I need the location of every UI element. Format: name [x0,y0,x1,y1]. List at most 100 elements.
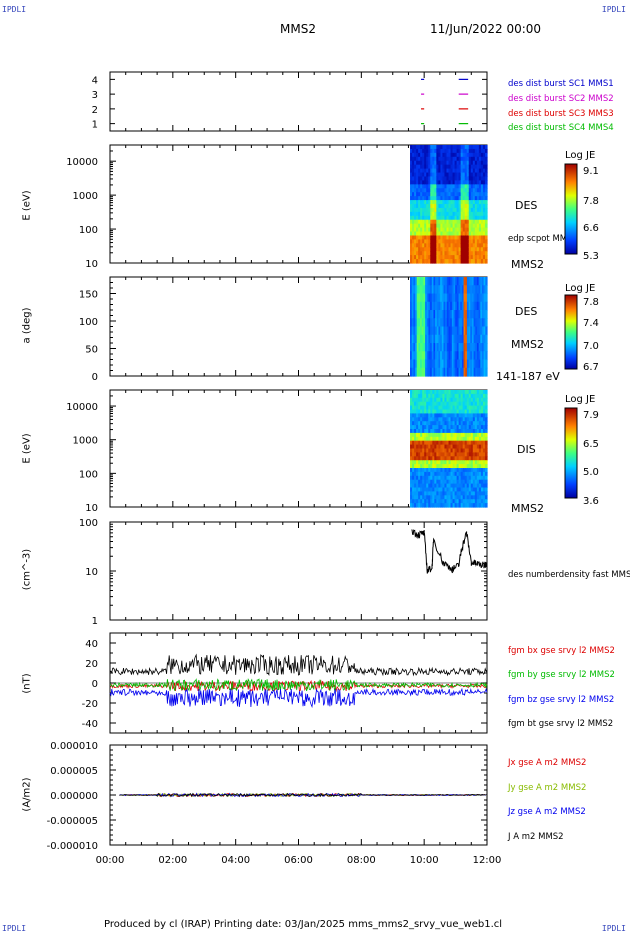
spectrogram-cell [434,448,437,453]
pitch-angle-cell [421,367,425,377]
spectrogram-cell [468,390,472,395]
spectrogram-cell [434,200,437,205]
spectrogram-cell [460,468,464,473]
pitch-angle-cell [445,343,448,352]
spectrogram-cell [456,148,460,154]
spectrogram-cell [418,456,421,461]
spectrogram-cell [432,483,435,489]
spectrogram-cell [434,413,437,418]
spectrogram-cell [456,479,460,485]
spectrogram-cell [424,164,427,170]
spectrogram-cell [448,164,452,170]
spectrogram-cell [478,503,482,508]
pitch-angle-cell [470,277,473,286]
spectrogram-cell [428,440,431,446]
spectrogram-cell [450,247,454,252]
spectrogram-cell [444,436,448,442]
spectrogram-cell [444,421,448,426]
spectrogram-cell [442,235,446,240]
spectrogram-cell [426,227,429,233]
spectrogram-cell [440,200,444,205]
spectrogram-cell [478,152,482,158]
pitch-angle-cell [433,334,436,344]
colorbar1-title: Log JE [565,150,596,161]
spectrogram-cell [422,152,425,158]
spectrogram-cell [458,413,462,418]
spectrogram-cell [472,184,476,189]
colorbar [564,294,578,370]
spectrogram-cell [470,160,474,166]
spectrogram-cell [468,192,472,197]
spectrogram-cell [426,471,429,477]
spectrogram-cell [484,152,488,158]
spectrogram-cell [430,448,433,453]
spectrogram-cell [482,417,486,422]
spectrogram-cell [448,487,452,492]
spectrogram-cell [422,235,425,240]
spectrogram-cell [424,448,427,453]
spectrogram-cell [480,487,484,492]
pitch-angle-cell [461,277,465,286]
pitch-angle-cell [465,277,468,286]
spectrogram-cell [482,413,486,418]
spectrogram-cell [464,247,468,252]
spectrogram-cell [458,479,462,485]
spectrogram-cell [420,180,423,185]
spectrogram-cell [436,487,439,492]
pitch-angle-cell [433,326,436,336]
spectrogram-cell [480,475,484,481]
spectrogram-cell [470,219,474,225]
spectrogram-cell [456,460,460,465]
spectrogram-cell [458,483,462,489]
spectrogram-cell [416,255,419,260]
spectrogram-cell [484,491,488,496]
des-label: DES [515,199,538,212]
spectrogram-cell [410,444,413,450]
spectrogram-cell [458,156,462,162]
pitch-angle-cell [450,359,453,369]
spectrogram-cell [412,475,415,481]
spectrogram-cell [438,156,442,162]
spectrogram-cell [468,200,472,205]
spectrogram-cell [462,247,466,252]
spectrogram-cell [440,397,444,403]
spectrogram-cell [472,188,476,193]
spectrogram-cell [430,405,433,411]
spectrogram-cell [450,160,454,166]
spectrogram-cell [438,207,442,213]
spectrogram-cell [460,479,464,485]
pitch-angle-cell [480,277,483,286]
spectrogram-cell [452,192,456,197]
spectrogram-cell [428,247,431,252]
pitch-angle-cell [466,334,470,344]
spectrogram-cell [456,464,460,469]
spectrogram-cell [472,444,476,450]
spectrogram-cell [440,460,444,465]
pitch-angle-cell [450,367,453,377]
y-tick-label: 100 [79,225,98,236]
spectrogram-cell [414,499,417,504]
pitch-angle-cell [475,301,478,311]
spectrogram-cell [484,425,488,430]
pitch-angle-cell [466,285,470,295]
spectrogram-cell [424,468,427,473]
spectrogram-cell [432,180,435,185]
spectrogram-cell [480,231,484,237]
spectrogram-cell [438,417,442,422]
spectrogram-cell [442,436,446,442]
spectrogram-cell [460,215,464,221]
spectrogram-cell [444,196,448,201]
spectrogram-cell [478,227,482,233]
spectrogram-cell [412,468,415,473]
spectrogram-cell [478,475,482,481]
spectrogram-cell [412,429,415,434]
spectrogram-cell [458,452,462,457]
y-tick-label: 1000 [73,436,98,447]
spectrogram-cell [438,164,442,170]
spectrogram-cell [466,247,470,252]
spectrogram-cell [454,207,458,213]
spectrogram-cell [416,251,419,256]
pitch-angle-cell [436,310,440,319]
spectrogram-cell [454,188,458,193]
spectrogram-cell [448,168,452,174]
